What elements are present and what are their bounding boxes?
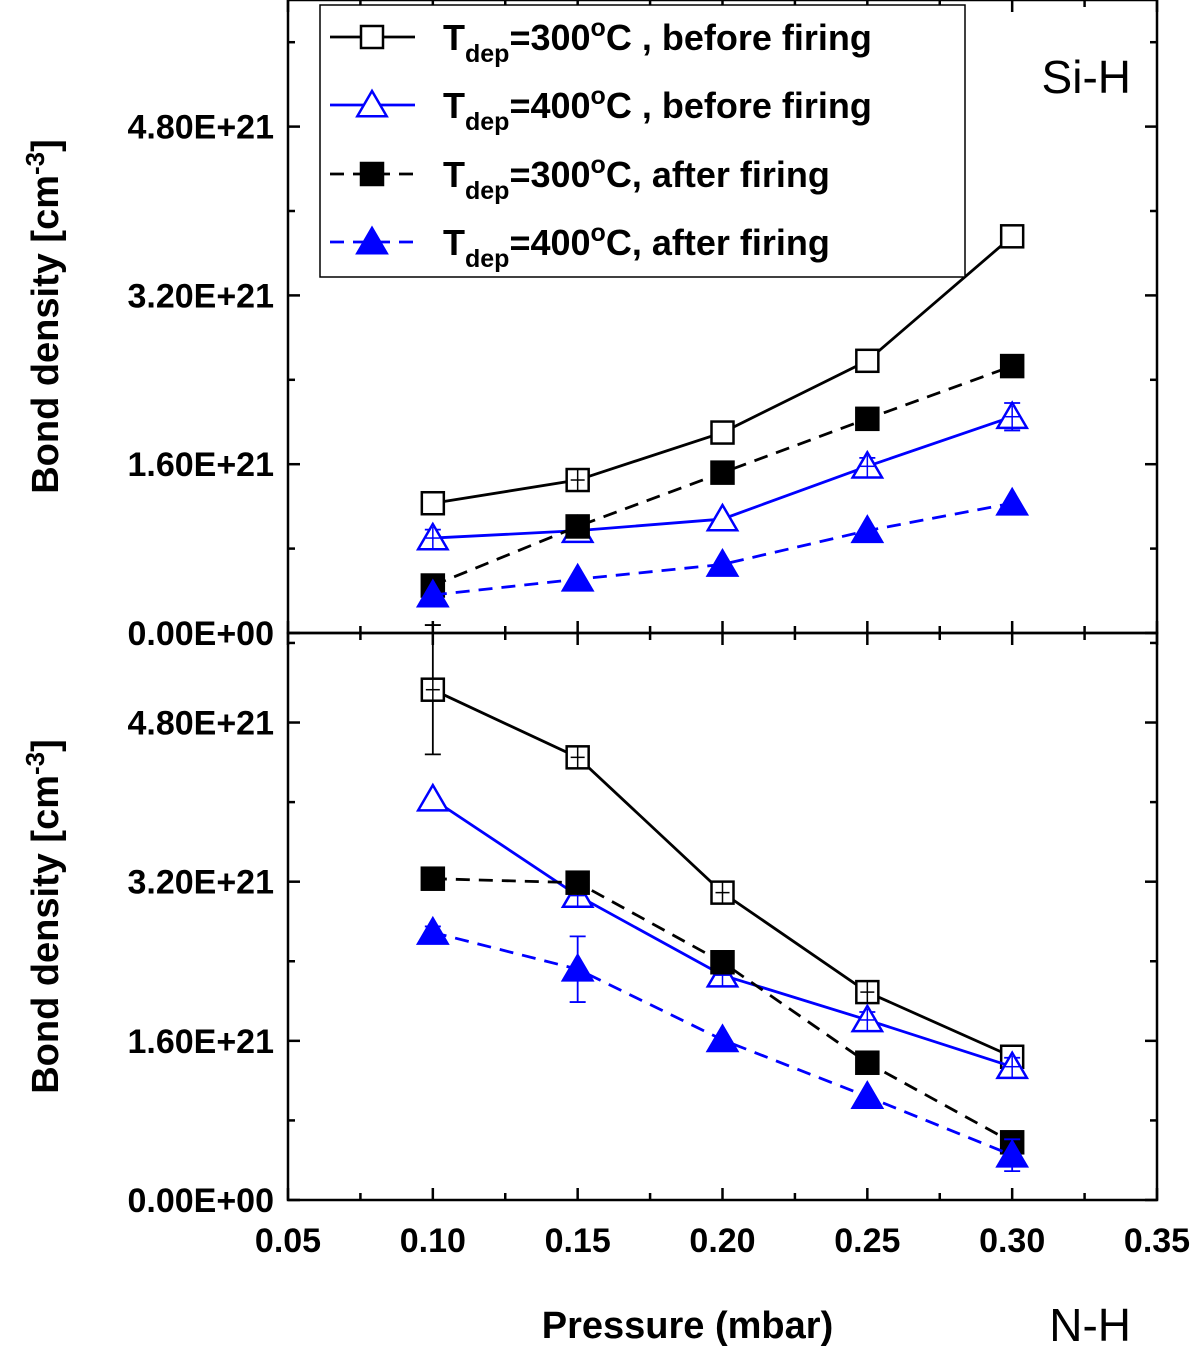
data-point xyxy=(420,490,446,516)
x-tick-label: 0.10 xyxy=(400,1222,466,1260)
y-axis-label-sup: -3 xyxy=(20,152,50,175)
legend-text-main: =300 xyxy=(509,17,590,58)
series-line xyxy=(432,877,1013,1144)
legend-text-main: =400 xyxy=(509,85,590,126)
y-tick-label: 1.60E+21 xyxy=(127,1023,274,1061)
legend-text-base: T xyxy=(443,85,465,126)
x-tick-label: 0.25 xyxy=(834,1222,900,1260)
data-point xyxy=(850,1080,885,1109)
legend-text-sup: o xyxy=(591,14,606,42)
y-axis-label-sup: -3 xyxy=(20,752,50,775)
data-point xyxy=(710,460,735,485)
y-tick-label: 0.00E+00 xyxy=(127,1182,274,1220)
data-point xyxy=(415,578,450,608)
nh-panel: 0.00E+00 1.60E+21 3.20E+21 4.80E+21 0.05 0.10… xyxy=(20,624,1190,1348)
legend-text-main: =300 xyxy=(509,154,590,195)
series-line xyxy=(432,501,1013,597)
legend-marker xyxy=(355,88,389,118)
legend-label: Tdep=400oC, after firing xyxy=(443,219,830,273)
sih-panel: 0.00E+00 1.60E+21 3.20E+21 4.80E+21 Bond den… xyxy=(20,0,1159,653)
series-3 xyxy=(415,486,1030,608)
legend-text-sub: dep xyxy=(465,245,509,273)
legend-text-sup: o xyxy=(591,219,606,247)
y-axis-label: Bond density [cm-3] xyxy=(20,739,67,1094)
x-tick-label: 0.35 xyxy=(1124,1222,1190,1260)
legend-label: Tdep=300oC , before firing xyxy=(443,14,872,68)
legend-text-base: T xyxy=(443,222,465,263)
legend-text-tail: C , before firing xyxy=(606,17,872,58)
series-3 xyxy=(415,915,1030,1173)
y-tick-label: 4.80E+21 xyxy=(127,109,274,147)
legend-text-tail: C , before firing xyxy=(606,85,872,126)
x-tick-label: 0.05 xyxy=(255,1222,321,1260)
data-point xyxy=(855,1050,880,1075)
y-tick-label: 1.60E+21 xyxy=(127,446,274,484)
data-point xyxy=(560,952,595,982)
x-axis-label: Pressure (mbar) xyxy=(542,1305,833,1347)
data-point xyxy=(855,348,880,374)
data-point xyxy=(705,502,740,532)
data-point xyxy=(995,486,1030,516)
data-point xyxy=(999,353,1025,379)
y-axis-label-suffix: ] xyxy=(25,739,67,752)
panel-label: Si-H xyxy=(1042,51,1131,103)
series-2 xyxy=(420,866,1025,1155)
data-point xyxy=(999,224,1025,249)
legend-text-sup: o xyxy=(591,151,606,179)
data-point xyxy=(415,782,450,812)
series-line xyxy=(432,688,1013,1059)
data-point xyxy=(850,514,885,544)
y-tick-label: 4.80E+21 xyxy=(127,705,274,743)
data-point xyxy=(560,562,595,592)
y-axis-label-suffix: ] xyxy=(25,139,67,152)
data-point xyxy=(855,406,880,432)
y-tick-label: 0.00E+00 xyxy=(127,615,274,653)
legend-marker xyxy=(355,225,389,255)
panel-label: N-H xyxy=(1049,1299,1131,1348)
plot-frame xyxy=(286,631,1159,1202)
legend-label: Tdep=400oC , before firing xyxy=(443,82,872,136)
legend-text-sup: o xyxy=(591,82,606,110)
data-point xyxy=(705,1023,740,1053)
x-tick-label: 0.30 xyxy=(979,1222,1045,1260)
data-point xyxy=(710,420,735,445)
legend-text-sub: dep xyxy=(465,108,509,136)
data-point xyxy=(565,514,590,539)
y-axis-label-text: Bond density [cm xyxy=(25,775,67,1094)
legend-marker xyxy=(359,161,385,187)
data-point xyxy=(710,950,735,975)
legend-text-tail: C, after firing xyxy=(606,154,830,195)
legend-text-sub: dep xyxy=(465,40,509,68)
legend-marker xyxy=(359,24,385,50)
series-2 xyxy=(420,353,1025,598)
legend-text-main: =400 xyxy=(509,222,590,263)
legend-text-tail: C, after firing xyxy=(606,222,830,263)
y-axis-label-text: Bond density [cm xyxy=(25,175,67,494)
x-tick-label: 0.20 xyxy=(689,1222,755,1260)
legend-text-base: T xyxy=(443,17,465,58)
y-tick-label: 3.20E+21 xyxy=(127,864,274,902)
legend-text-sub: dep xyxy=(465,177,509,205)
legend-text-base: T xyxy=(443,154,465,195)
data-point xyxy=(705,547,740,577)
data-point xyxy=(420,866,446,891)
y-axis-label: Bond density [cm-3] xyxy=(20,139,67,494)
data-point xyxy=(415,915,450,945)
series-0 xyxy=(420,224,1025,516)
data-point xyxy=(995,1138,1030,1168)
legend-label: Tdep=300oC, after firing xyxy=(443,151,830,205)
series-0 xyxy=(420,624,1025,1070)
x-tick-label: 0.15 xyxy=(545,1222,611,1260)
y-tick-label: 3.20E+21 xyxy=(127,277,274,315)
data-point xyxy=(565,870,590,895)
legend-box xyxy=(319,4,966,278)
